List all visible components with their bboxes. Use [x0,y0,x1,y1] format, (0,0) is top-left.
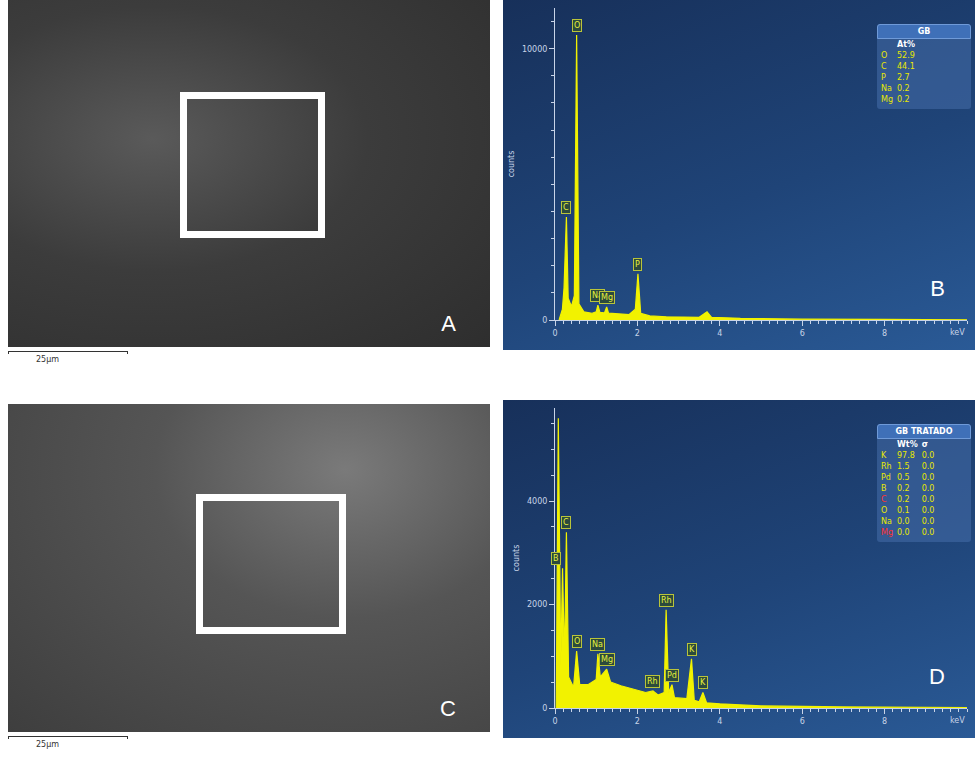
svg-text:8: 8 [882,717,887,726]
html-text:C: C [440,696,456,721]
svg-text:6: 6 [800,329,805,338]
html-text:Rh: Rh [881,462,892,471]
html-text:Na: Na [881,84,892,93]
html-text:0.0: 0.0 [921,506,935,515]
svg-text:2000: 2000 [527,600,547,609]
html-text:97.8: 97.8 [897,451,915,460]
html-text:0.5: 0.5 [897,473,910,482]
html-text:25µm: 25µm [36,355,60,364]
html-text:1.5: 1.5 [897,462,910,471]
html-text:Mg: Mg [881,95,893,104]
html-text:C: C [881,495,887,504]
html-text:0.0: 0.0 [897,528,910,537]
svg-text:counts: counts [512,545,521,572]
html-text:O: O [881,506,888,515]
svg-text:Pd: Pd [667,671,677,680]
svg-text:0: 0 [542,704,547,713]
html-text:0.0: 0.0 [921,528,935,537]
svg-text:8: 8 [882,329,887,338]
svg-text:B: B [553,554,559,563]
html-text:Pd: Pd [881,473,891,482]
html-text:Na: Na [881,517,892,526]
html-text:P: P [881,73,886,82]
html-text:52.9: 52.9 [897,51,915,60]
html-text:0.0: 0.0 [921,451,935,460]
svg-text:6: 6 [800,717,805,726]
html-text:0.0: 0.0 [921,495,935,504]
html-text:Wt% σ: Wt% σ [897,440,928,449]
html-text:D: D [929,664,945,689]
html-text:B: B [930,276,945,301]
html-text:GB: GB [917,27,931,36]
html-text:0.2: 0.2 [897,495,910,504]
svg-text:counts: counts [507,151,516,178]
svg-text:P: P [635,260,640,269]
html-text:0.0: 0.0 [921,462,935,471]
svg-text:Na: Na [592,291,603,300]
html-text:0.2: 0.2 [897,484,910,493]
html-text:B: B [881,484,887,493]
svg-text:10000: 10000 [522,45,547,54]
svg-text:Mg: Mg [601,293,613,302]
html-text:0.2: 0.2 [897,84,910,93]
html-text:0.1: 0.1 [897,506,910,515]
html-text:At%: At% [897,40,915,49]
html-text:K: K [881,451,887,460]
html-text:C: C [881,62,887,71]
svg-text:C: C [563,203,569,212]
html-text:25µm: 25µm [36,740,60,749]
svg-text:Rh: Rh [647,677,658,686]
html-text:0.0: 0.0 [921,517,935,526]
html-text:GB TRATADO: GB TRATADO [895,427,953,436]
svg-text:4: 4 [717,329,722,338]
svg-text:4: 4 [717,717,722,726]
html-text:Mg: Mg [881,528,893,537]
html-text:44.1: 44.1 [897,62,915,71]
html-text:O: O [881,51,888,60]
svg-text:2: 2 [635,329,640,338]
html-text:0.0: 0.0 [897,517,910,526]
svg-text:0: 0 [552,717,557,726]
svg-text:keV: keV [950,716,965,725]
svg-text:C: C [563,518,569,527]
svg-text:O: O [574,21,580,30]
svg-text:0: 0 [542,316,547,325]
svg-text:Na: Na [592,640,603,649]
html-text:A: A [441,311,456,336]
svg-text:O: O [574,637,580,646]
svg-text:Mg: Mg [601,655,613,664]
svg-text:0: 0 [552,329,557,338]
html-text:0.0: 0.0 [921,484,935,493]
svg-text:keV: keV [950,328,965,337]
svg-text:K: K [700,678,706,687]
svg-text:Rh: Rh [661,596,672,605]
svg-text:4000: 4000 [527,497,547,506]
html-text:0.0: 0.0 [921,473,935,482]
html-text:0.2: 0.2 [897,95,910,104]
html-text:2.7: 2.7 [897,73,910,82]
svg-text:K: K [689,645,695,654]
svg-text:2: 2 [635,717,640,726]
